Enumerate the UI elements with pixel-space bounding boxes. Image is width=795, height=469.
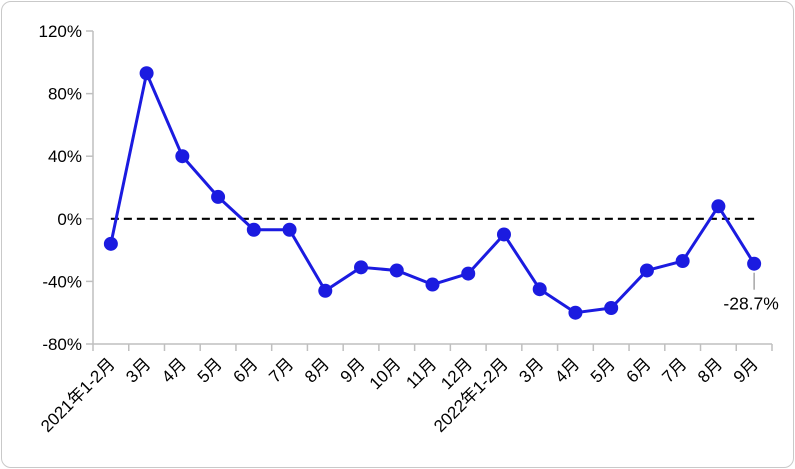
data-point-marker: [139, 66, 154, 81]
x-axis-label: 6月: [229, 354, 261, 386]
line-series: [109, 71, 756, 315]
data-point-marker: [496, 227, 511, 242]
data-point-marker: [461, 266, 476, 281]
x-axis-label: 8月: [694, 354, 726, 386]
y-axis-label: 120%: [39, 22, 82, 41]
y-axis-label: -80%: [42, 335, 82, 354]
y-axis-label: 0%: [57, 210, 82, 229]
data-point-marker: [639, 263, 654, 278]
x-axis-label: 5月: [194, 354, 226, 386]
x-axis-label: 2021年1-2月: [37, 354, 119, 436]
data-point-marker: [389, 263, 404, 278]
x-axis-label: 4月: [551, 354, 583, 386]
x-axis-label: 11月: [402, 354, 440, 392]
x-axis-label: 3月: [515, 354, 547, 386]
data-point-marker: [354, 260, 369, 275]
x-axis-label: 7月: [658, 354, 690, 386]
data-point-marker: [175, 149, 190, 164]
data-point-marker: [211, 189, 226, 204]
data-point-marker: [318, 283, 333, 298]
data-point-marker: [568, 305, 583, 320]
x-axis-label: 3月: [122, 354, 154, 386]
annotation-label: -28.7%: [723, 294, 778, 314]
y-axis-label: 40%: [48, 147, 82, 166]
data-point-marker: [103, 236, 118, 251]
x-axis-label: 4月: [158, 354, 190, 386]
data-point-marker: [711, 199, 726, 214]
y-axis-label: -40%: [42, 272, 82, 291]
y-axis-label: 80%: [48, 85, 82, 104]
x-axis-label: 6月: [623, 354, 655, 386]
x-axis-label: 9月: [730, 354, 762, 386]
data-point-marker: [747, 256, 762, 271]
x-axis-label: 10月: [366, 354, 405, 393]
data-point-marker: [425, 277, 440, 292]
data-point-marker: [675, 254, 690, 269]
x-axis-label: 8月: [301, 354, 333, 386]
x-axis-label: 9月: [337, 354, 369, 386]
x-axis-label: 7月: [265, 354, 297, 386]
data-point-marker: [532, 282, 547, 297]
x-axis-label: 5月: [587, 354, 619, 386]
data-point-marker: [604, 301, 619, 316]
data-point-marker: [282, 222, 297, 237]
data-point-marker: [246, 222, 261, 237]
